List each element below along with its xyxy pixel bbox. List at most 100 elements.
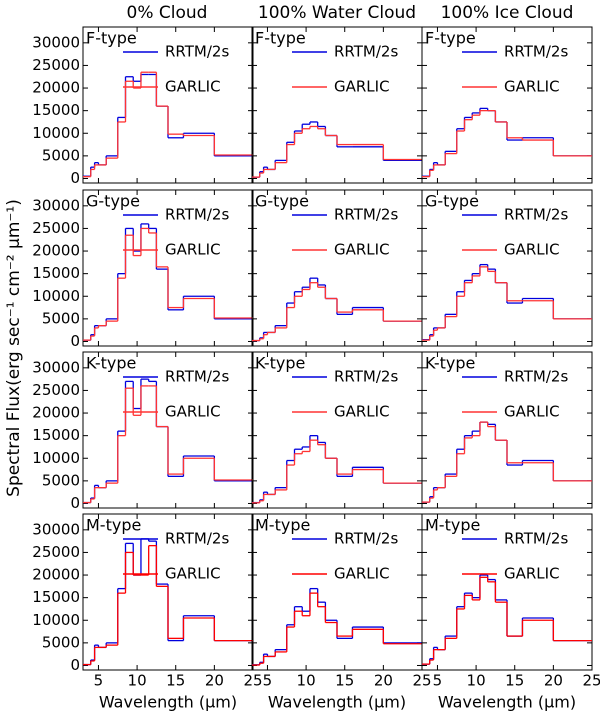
y-tick-label: 5000 bbox=[42, 146, 80, 164]
step-riser bbox=[259, 440, 385, 503]
y-tick-label: 10000 bbox=[32, 611, 80, 629]
step-riser bbox=[259, 282, 385, 341]
step-riser bbox=[259, 121, 385, 178]
legend-label: RRTM/2s bbox=[504, 530, 568, 548]
legend-label: GARLIC bbox=[504, 241, 560, 259]
y-tick-label: 15000 bbox=[32, 101, 80, 119]
panel-title: M-type bbox=[255, 516, 310, 535]
x-tick-label: 10 bbox=[128, 672, 147, 690]
x-tick-label: 5 bbox=[94, 672, 104, 690]
x-tick-label: 15 bbox=[335, 672, 354, 690]
x-axis-label: Wavelength (µm) bbox=[438, 693, 576, 712]
x-tick-label: 5 bbox=[433, 672, 443, 690]
legend-label: RRTM/2s bbox=[504, 43, 568, 61]
panel-title: K-type bbox=[255, 354, 305, 373]
y-tick-label: 0 bbox=[70, 494, 80, 512]
y-tick-label: 25000 bbox=[32, 219, 80, 237]
y-tick-label: 30000 bbox=[32, 33, 80, 51]
step-riser bbox=[429, 264, 555, 340]
y-tick-label: 20000 bbox=[32, 404, 80, 422]
y-tick-label: 15000 bbox=[32, 426, 80, 444]
y-tick-label: 25000 bbox=[32, 56, 80, 74]
panel-frame bbox=[82, 26, 254, 184]
x-tick-label: 5 bbox=[263, 672, 273, 690]
step-riser bbox=[429, 575, 555, 665]
legend-label: GARLIC bbox=[504, 78, 560, 96]
panel-title: K-type bbox=[86, 354, 136, 373]
x-tick-label: 15 bbox=[166, 672, 185, 690]
y-tick-label: 30000 bbox=[32, 196, 80, 214]
y-axis-label: Spectral Flux(erg sec⁻¹ cm⁻² µm⁻¹) bbox=[4, 199, 24, 497]
legend-label: GARLIC bbox=[334, 565, 390, 583]
panel-title: F-type bbox=[255, 29, 306, 48]
y-tick-label: 0 bbox=[70, 656, 80, 674]
panel-title: M-type bbox=[425, 516, 480, 535]
legend-label: GARLIC bbox=[504, 565, 560, 583]
panel-title: K-type bbox=[425, 354, 475, 373]
x-tick-label: 10 bbox=[297, 672, 316, 690]
x-axis-label: Wavelength (µm) bbox=[268, 693, 406, 712]
y-tick-label: 5000 bbox=[42, 471, 80, 489]
legend-label: GARLIC bbox=[334, 241, 390, 259]
legend-label: RRTM/2s bbox=[165, 43, 229, 61]
legend-label: GARLIC bbox=[334, 78, 390, 96]
legend-label: RRTM/2s bbox=[334, 43, 398, 61]
x-tick-label: 10 bbox=[467, 672, 486, 690]
panel-frame bbox=[82, 189, 254, 347]
step-riser bbox=[90, 545, 216, 665]
panel-title: M-type bbox=[86, 516, 141, 535]
x-tick-label: 25 bbox=[243, 672, 262, 690]
y-tick-label: 30000 bbox=[32, 358, 80, 376]
step-riser bbox=[429, 422, 555, 503]
step-riser bbox=[429, 110, 555, 177]
legend-label: RRTM/2s bbox=[334, 206, 398, 224]
y-tick-label: 15000 bbox=[32, 588, 80, 606]
x-tick-label: 25 bbox=[582, 672, 600, 690]
y-tick-label: 15000 bbox=[32, 264, 80, 282]
step-riser bbox=[429, 266, 555, 341]
y-tick-label: 10000 bbox=[32, 124, 80, 142]
legend-label: GARLIC bbox=[165, 403, 221, 421]
y-tick-label: 20000 bbox=[32, 242, 80, 260]
x-tick-label: 25 bbox=[412, 672, 431, 690]
y-tick-label: 25000 bbox=[32, 543, 80, 561]
x-tick-label: 20 bbox=[544, 672, 563, 690]
step-riser bbox=[429, 422, 555, 503]
column-title: 100% Water Cloud bbox=[258, 3, 416, 23]
legend-label: RRTM/2s bbox=[165, 368, 229, 386]
legend-label: RRTM/2s bbox=[165, 206, 229, 224]
column-title: 0% Cloud bbox=[127, 3, 208, 23]
x-tick-label: 20 bbox=[374, 672, 393, 690]
panel-title: G-type bbox=[255, 192, 309, 211]
panel-frame bbox=[82, 351, 254, 509]
panel-frame bbox=[421, 189, 593, 347]
legend-label: GARLIC bbox=[504, 403, 560, 421]
y-tick-label: 20000 bbox=[32, 566, 80, 584]
legend-label: RRTM/2s bbox=[165, 530, 229, 548]
y-tick-label: 0 bbox=[70, 169, 80, 187]
legend-label: GARLIC bbox=[334, 403, 390, 421]
panel-title: G-type bbox=[425, 192, 479, 211]
panel-title: F-type bbox=[86, 29, 137, 48]
panel-frame bbox=[421, 513, 593, 671]
legend-label: RRTM/2s bbox=[334, 368, 398, 386]
column-title: 100% Ice Cloud bbox=[441, 3, 574, 23]
legend-label: GARLIC bbox=[165, 78, 221, 96]
legend-label: GARLIC bbox=[165, 241, 221, 259]
step-riser bbox=[90, 379, 216, 503]
y-tick-label: 30000 bbox=[32, 520, 80, 538]
panel-title: F-type bbox=[425, 29, 476, 48]
y-tick-label: 5000 bbox=[42, 309, 80, 327]
y-tick-label: 20000 bbox=[32, 79, 80, 97]
legend-label: RRTM/2s bbox=[504, 368, 568, 386]
panel-frame bbox=[82, 513, 254, 671]
y-tick-label: 25000 bbox=[32, 381, 80, 399]
legend-label: GARLIC bbox=[165, 565, 221, 583]
legend-label: RRTM/2s bbox=[504, 206, 568, 224]
panel-frame bbox=[421, 26, 593, 184]
x-axis-label: Wavelength (µm) bbox=[99, 693, 237, 712]
panel-frame bbox=[421, 351, 593, 509]
y-tick-label: 10000 bbox=[32, 287, 80, 305]
x-tick-label: 15 bbox=[505, 672, 524, 690]
